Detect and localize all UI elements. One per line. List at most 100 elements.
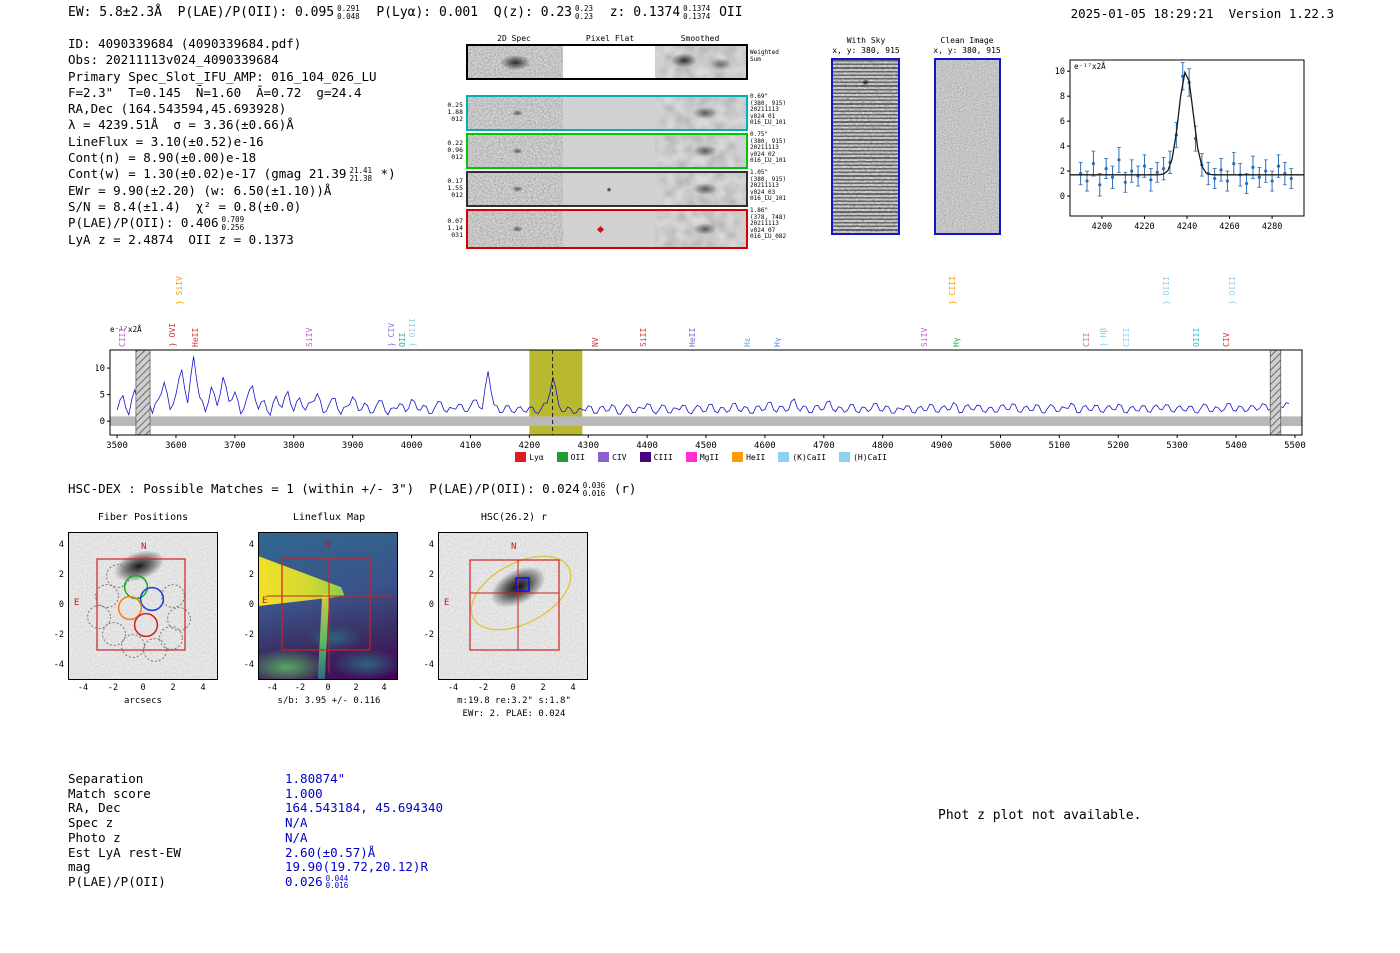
col-header-pixelflat: Pixel Flat <box>585 34 635 43</box>
summary-z: z: 0.1374 <box>594 5 681 20</box>
match-table-row: mag 19.90(19.72,20.12)R <box>68 859 428 875</box>
qz-uncertainty: 0.23 0.23 <box>575 4 594 21</box>
weighted-sum-strip <box>466 44 748 80</box>
2dspec-panel <box>468 135 563 167</box>
match-table-value: 1.000 <box>285 785 323 801</box>
panel-xtick: -4 <box>77 683 89 693</box>
cutout-row-left-labels: 0.25 1.88 012 <box>447 101 463 124</box>
match-table-label: RA, Dec <box>68 800 121 816</box>
xtick-label: 4280 <box>1262 222 1282 232</box>
info-radec: RA,Dec (164.543594,45.693928) <box>68 101 287 117</box>
info-ewr: EWr = 9.90(±2.20) (w: 6.50(±1.10))Å <box>68 182 332 198</box>
data-point <box>1123 180 1127 184</box>
legend-item: (H)CaII <box>839 452 887 462</box>
xtick-label: 4200 <box>518 441 540 451</box>
legend-swatch <box>556 452 568 462</box>
noise-image <box>563 135 655 167</box>
xtick-label: 4000 <box>401 441 423 451</box>
xtick-label: 5300 <box>1166 441 1188 451</box>
panel-ytick: 0 <box>248 600 254 610</box>
ytick-label: 6 <box>1060 117 1065 127</box>
panel-xtick: 0 <box>140 683 146 693</box>
cutout-row-left-labels: 0.07 1.14 031 <box>447 217 463 240</box>
panel-ytick: 0 <box>58 600 64 610</box>
xtick-label: 3900 <box>342 441 364 451</box>
match-table-label: Separation <box>68 771 144 786</box>
ytick-label: 0 <box>1060 192 1065 202</box>
panel-ytick: 4 <box>58 540 64 550</box>
legend-label: Lyα <box>529 452 544 462</box>
panel-ytick: -4 <box>243 660 254 670</box>
panel-xtick: -2 <box>107 683 119 693</box>
fiber-xlabel: arcsecs <box>124 696 162 706</box>
match-table-label: mag <box>68 859 91 875</box>
lineflux-map-title: Lineflux Map <box>292 512 366 523</box>
panel-xtick: 2 <box>170 683 176 693</box>
extraction-box <box>469 559 560 651</box>
blob-overlay <box>563 173 655 205</box>
extraction-box <box>96 558 186 651</box>
weighted-sum-label: Weighted Sum <box>750 49 779 63</box>
legend-label: MgII <box>699 452 720 462</box>
panel-ytick: -4 <box>423 660 434 670</box>
hsc-plae-uncertainty: 0.036 0.016 <box>582 481 606 498</box>
legend-item: (K)CaII <box>778 452 826 462</box>
data-point <box>1117 158 1121 162</box>
data-point <box>1232 161 1236 166</box>
xtick-label: 4260 <box>1219 222 1239 232</box>
xtick-label: 3800 <box>283 441 305 451</box>
info-lambda-sigma: λ = 4239.51Å σ = 3.36(±0.66)Å <box>68 117 294 133</box>
ytick-label: 8 <box>1060 92 1065 102</box>
ytick-label: 10 <box>1055 67 1065 77</box>
xtick-label: 4700 <box>813 441 835 451</box>
xtick-label: 4240 <box>1177 222 1197 232</box>
xtick-label: 4300 <box>577 441 599 451</box>
fiber-circle-blue <box>139 586 165 612</box>
legend-swatch <box>778 452 790 462</box>
gmag-uncertainty: 21.41 21.38 <box>349 166 373 183</box>
compass-north: N <box>511 542 516 552</box>
match-table-value: N/A <box>285 815 308 831</box>
cutout-row <box>466 209 748 249</box>
data-point <box>1244 181 1249 186</box>
panel-ytick: 2 <box>58 570 64 580</box>
xtick-label: 5000 <box>990 441 1012 451</box>
photz-notice: Phot z plot not available. <box>938 808 1142 823</box>
match-table-row: RA, Dec 164.543184, 45.694340 <box>68 801 443 816</box>
fiber-positions-panel: N E <box>68 532 218 680</box>
panel-ytick: -2 <box>423 630 434 640</box>
match-table-label: Est LyA rest-EW <box>68 844 181 860</box>
blob-overlay <box>655 97 746 129</box>
match-table-value: 19.90(19.72,20.12)R <box>285 859 428 875</box>
compass-east: E <box>444 598 449 608</box>
compass-east: E <box>74 598 79 608</box>
emission-line-label: } OIII <box>1227 276 1237 305</box>
match-table-row: Photo z N/A <box>68 830 308 846</box>
hsc-image-panel: N E <box>438 532 588 680</box>
blob-overlay <box>655 211 746 247</box>
ytick-label: 2 <box>1060 167 1065 177</box>
data-point <box>1225 179 1230 183</box>
summary-plya-qz: P(Lyα): 0.001 Q(z): 0.23 <box>360 5 573 20</box>
clean-image <box>934 58 1001 235</box>
smoothed-panel <box>655 173 746 205</box>
pixelflat-panel <box>563 135 655 167</box>
with-sky-image <box>831 58 900 235</box>
catalog-match-box <box>515 577 530 592</box>
panel-ytick: 4 <box>248 540 254 550</box>
cutout-row-annotation: 1.05" (380, 915) 20211113 v024_03 016_LU_101 <box>750 169 787 203</box>
cutout-row <box>466 133 748 169</box>
data-point <box>1264 169 1268 173</box>
cutout-row <box>466 171 748 207</box>
legend-item: MgII <box>685 452 720 462</box>
spectrum-legend: Lyα OII CIV CIII MgII HeII (K)CaII (H)CaII <box>96 452 1306 462</box>
masked-region <box>135 349 151 436</box>
legend-item: CIV <box>598 452 627 462</box>
xtick-label: 5100 <box>1049 441 1071 451</box>
match-table-label: P(LAE)/P(OII) <box>68 873 166 889</box>
info-primary-spec: Primary Spec_Slot_IFU_AMP: 016_104_026_L… <box>68 68 377 84</box>
blob-overlay <box>468 211 563 247</box>
noise-image <box>936 60 999 233</box>
weighted-smoothed <box>655 46 746 78</box>
